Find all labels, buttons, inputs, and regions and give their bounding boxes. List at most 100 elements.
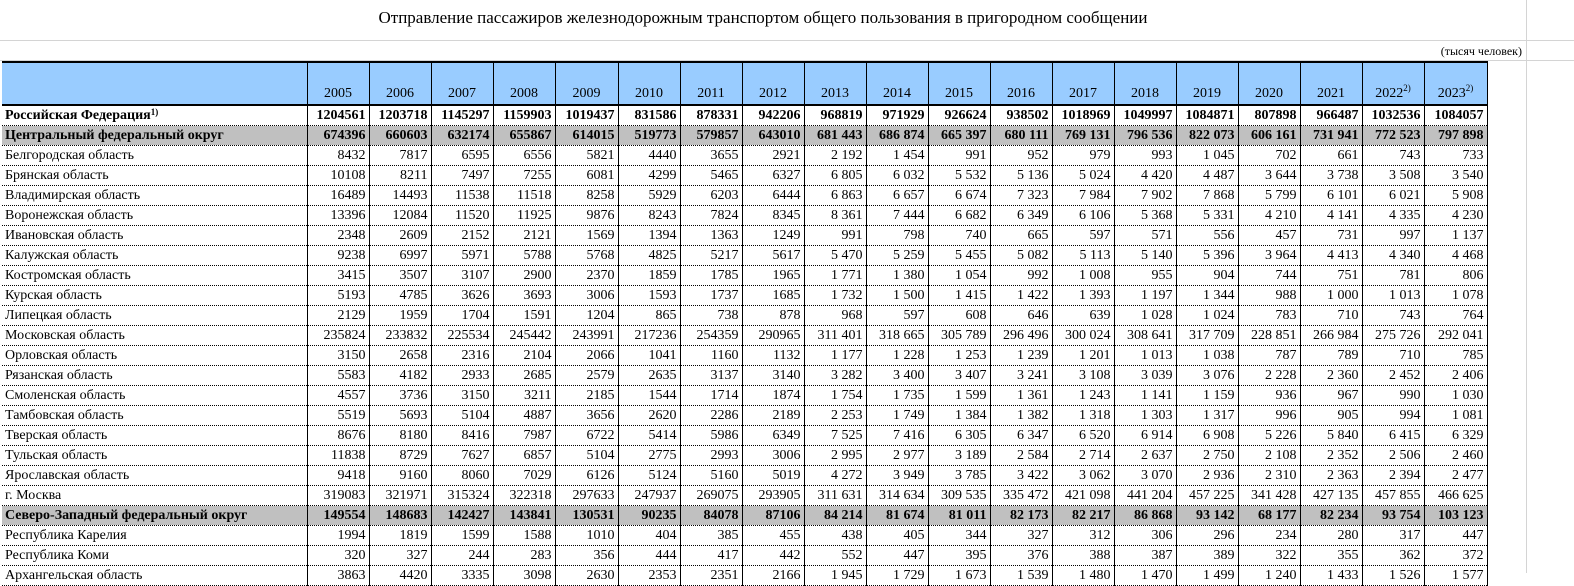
value-cell[interactable]: 2316 [430,345,493,366]
value-cell[interactable]: 3098 [492,565,555,586]
value-cell[interactable]: 3 949 [865,465,928,486]
value-cell[interactable]: 2166 [741,565,804,586]
value-cell[interactable]: 991 [803,225,866,246]
value-cell[interactable]: 5 908 [1423,185,1488,206]
value-cell[interactable]: 1159903 [492,105,555,126]
value-cell[interactable]: 991 [927,145,990,166]
value-cell[interactable]: 4299 [617,165,680,186]
value-cell[interactable]: 317 [1361,525,1424,546]
row-label-cell[interactable]: Владимирская область [2,185,307,206]
column-header-2008[interactable]: 2008 [492,61,555,106]
value-cell[interactable]: 335 472 [989,485,1052,506]
value-cell[interactable]: 305 789 [927,325,990,346]
value-cell[interactable]: 5 140 [1113,245,1176,266]
value-cell[interactable]: 1 500 [865,285,928,306]
value-cell[interactable]: 3 964 [1237,245,1300,266]
value-cell[interactable]: 1 526 [1361,565,1424,586]
value-cell[interactable]: 1010 [554,525,618,546]
value-cell[interactable]: 1 013 [1113,345,1176,366]
value-cell[interactable]: 2370 [554,265,618,286]
value-cell[interactable]: 314 634 [865,485,928,506]
value-cell[interactable]: 674396 [306,125,369,146]
value-cell[interactable]: 2 394 [1361,465,1424,486]
value-cell[interactable]: 7817 [368,145,431,166]
value-cell[interactable]: 2351 [679,565,742,586]
value-cell[interactable]: 665 [989,225,1052,246]
value-cell[interactable]: 2933 [430,365,493,386]
value-cell[interactable]: 447 [1423,525,1488,546]
value-cell[interactable]: 385 [679,525,742,546]
value-cell[interactable]: 2121 [492,225,555,246]
value-cell[interactable]: 1 470 [1113,565,1176,586]
value-cell[interactable]: 5519 [306,405,369,426]
value-cell[interactable]: 955 [1113,265,1176,286]
value-cell[interactable]: 738 [679,305,742,326]
value-cell[interactable]: 1049997 [1113,105,1176,126]
value-cell[interactable]: 1 945 [803,565,866,586]
row-label-cell[interactable]: Воронежская область [2,205,307,226]
value-cell[interactable]: 2658 [368,345,431,366]
value-cell[interactable]: 10108 [306,165,369,186]
value-cell[interactable]: 2 750 [1175,445,1238,466]
value-cell[interactable]: 988 [1237,285,1300,306]
value-cell[interactable]: 2 506 [1361,445,1424,466]
value-cell[interactable]: 266 984 [1299,325,1362,346]
value-cell[interactable]: 6 349 [989,205,1052,226]
value-cell[interactable]: 1 415 [927,285,990,306]
value-cell[interactable]: 8729 [368,445,431,466]
value-cell[interactable]: 4 468 [1423,245,1488,266]
value-cell[interactable]: 1 081 [1423,405,1488,426]
value-cell[interactable]: 519773 [617,125,680,146]
value-cell[interactable]: 936 [1237,385,1300,406]
value-cell[interactable]: 740 [927,225,990,246]
value-cell[interactable]: 2104 [492,345,555,366]
value-cell[interactable]: 317 709 [1175,325,1238,346]
value-cell[interactable]: 8180 [368,425,431,446]
value-cell[interactable]: 5104 [430,405,493,426]
value-cell[interactable]: 312 [1051,525,1114,546]
value-cell[interactable]: 789 [1299,345,1362,366]
value-cell[interactable]: 5 113 [1051,245,1114,266]
row-label-cell[interactable]: Курская область [2,285,307,306]
column-header-2017[interactable]: 2017 [1051,61,1114,106]
value-cell[interactable]: 84 214 [803,505,866,526]
value-cell[interactable]: 1 141 [1113,385,1176,406]
value-cell[interactable]: 5768 [554,245,618,266]
value-cell[interactable]: 5 455 [927,245,990,266]
value-cell[interactable]: 639 [1051,305,1114,326]
value-cell[interactable]: 1599 [430,525,493,546]
value-cell[interactable]: 1145297 [430,105,493,126]
value-cell[interactable]: 1737 [679,285,742,306]
value-cell[interactable]: 3 108 [1051,365,1114,386]
value-cell[interactable]: 992 [989,265,1052,286]
value-cell[interactable]: 356 [554,545,618,566]
value-cell[interactable]: 2 363 [1299,465,1362,486]
value-cell[interactable]: 81 674 [865,505,928,526]
value-cell[interactable]: 2620 [617,405,680,426]
value-cell[interactable]: 966487 [1299,105,1362,126]
value-cell[interactable]: 5 396 [1175,245,1238,266]
value-cell[interactable]: 4 335 [1361,205,1424,226]
value-cell[interactable]: 1 454 [865,145,928,166]
value-cell[interactable]: 3655 [679,145,742,166]
value-cell[interactable]: 387 [1113,545,1176,566]
value-cell[interactable]: 1 137 [1423,225,1488,246]
column-header-2020[interactable]: 2020 [1237,61,1300,106]
value-cell[interactable]: 7 525 [803,425,866,446]
row-label-cell[interactable]: Калужская область [2,245,307,266]
value-cell[interactable]: 297633 [554,485,618,506]
value-cell[interactable]: 1 732 [803,285,866,306]
value-cell[interactable]: 579857 [679,125,742,146]
row-label-cell[interactable]: Ярославская область [2,465,307,486]
value-cell[interactable]: 556 [1175,225,1238,246]
value-cell[interactable]: 1 361 [989,385,1052,406]
value-cell[interactable]: 254359 [679,325,742,346]
value-cell[interactable]: 4 272 [803,465,866,486]
value-cell[interactable]: 997 [1361,225,1424,246]
value-cell[interactable]: 1204 [554,305,618,326]
value-cell[interactable]: 143841 [492,505,555,526]
value-cell[interactable]: 6997 [368,245,431,266]
value-cell[interactable]: 1084057 [1423,105,1488,126]
value-cell[interactable]: 233832 [368,325,431,346]
value-cell[interactable]: 8 361 [803,205,866,226]
